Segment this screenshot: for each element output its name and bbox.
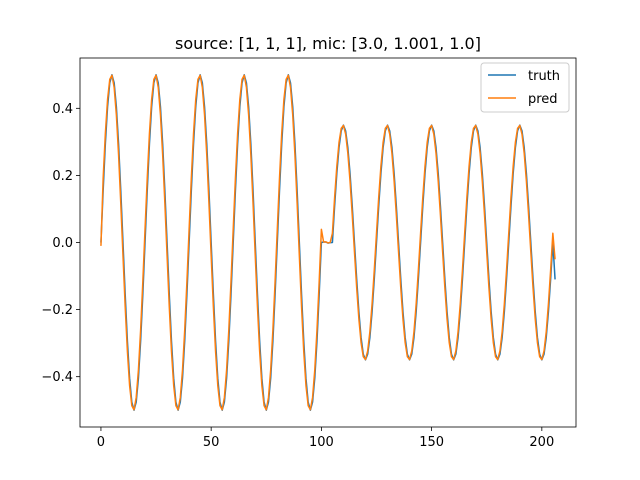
y-tick-label: 0.4: [52, 102, 73, 117]
x-tick-label: 50: [203, 435, 220, 450]
x-tick-label: 0: [97, 435, 105, 450]
y-tick-label: 0.0: [52, 236, 73, 251]
x-tick-label: 100: [309, 435, 334, 450]
legend: truth pred: [480, 62, 570, 113]
chart-title: source: [1, 1, 1], mic: [3.0, 1.001, 1.0…: [175, 34, 481, 53]
y-tick-label: 0.2: [52, 169, 73, 184]
plot-area: [79, 57, 577, 428]
y-axis: −0.4 −0.2 0.0 0.2 0.4: [41, 102, 80, 385]
x-tick-label: 150: [419, 435, 444, 450]
series-layer: [100, 74, 556, 411]
legend-label-pred: pred: [528, 92, 558, 107]
y-tick-label: −0.4: [41, 370, 73, 385]
legend-label-truth: truth: [528, 69, 560, 84]
x-axis: 0 50 100 150 200: [97, 427, 554, 450]
series-line-pred: [100, 74, 556, 411]
x-tick-label: 200: [529, 435, 554, 450]
y-tick-label: −0.2: [41, 303, 73, 318]
